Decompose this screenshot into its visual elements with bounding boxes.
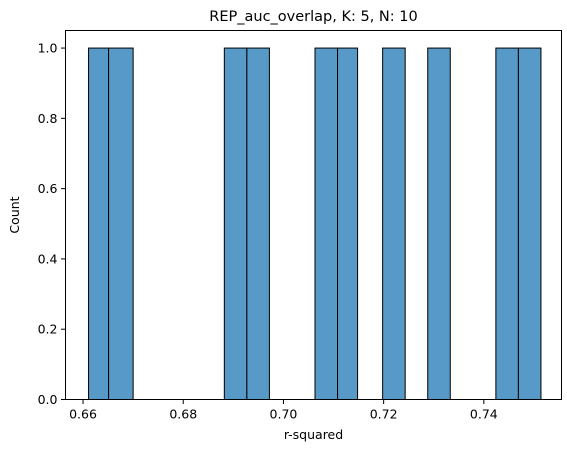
y-tick-label: 0.0 <box>38 392 58 407</box>
x-tick-label: 0.68 <box>169 407 197 422</box>
plot-frame <box>65 30 562 400</box>
histogram-bar-6 <box>337 47 359 400</box>
x-axis-ticks: 0.66 0.68 0.70 0.72 0.74 <box>69 399 498 422</box>
histogram-bar-4 <box>246 47 270 400</box>
histogram-bar-7 <box>382 47 406 400</box>
x-axis-label: r-squared <box>284 427 343 442</box>
histogram-bar-3 <box>223 47 248 400</box>
histogram-bar-1 <box>88 47 110 400</box>
y-tick-label: 0.2 <box>38 322 58 337</box>
chart-title: REP_auc_overlap, K: 5, N: 10 <box>209 9 417 25</box>
x-tick-label: 0.70 <box>270 407 298 422</box>
x-tick-label: 0.74 <box>470 407 498 422</box>
histogram-bar-9 <box>495 47 519 400</box>
bars-group <box>88 47 542 400</box>
x-tick-label: 0.66 <box>69 407 97 422</box>
histogram-bar-8 <box>427 47 451 400</box>
y-axis-label: Count <box>7 196 22 233</box>
histogram-bar-5 <box>314 47 339 400</box>
y-tick-label: 0.6 <box>38 181 58 196</box>
y-tick-label: 0.4 <box>38 251 58 266</box>
histogram-bar-2 <box>108 47 134 400</box>
y-tick-label: 0.8 <box>38 111 58 126</box>
y-tick-label: 1.0 <box>38 41 58 56</box>
x-tick-label: 0.72 <box>370 407 398 422</box>
histogram-bar-10 <box>517 47 542 400</box>
y-axis-ticks: 0.0 0.2 0.4 0.6 0.8 1.0 <box>38 41 66 407</box>
